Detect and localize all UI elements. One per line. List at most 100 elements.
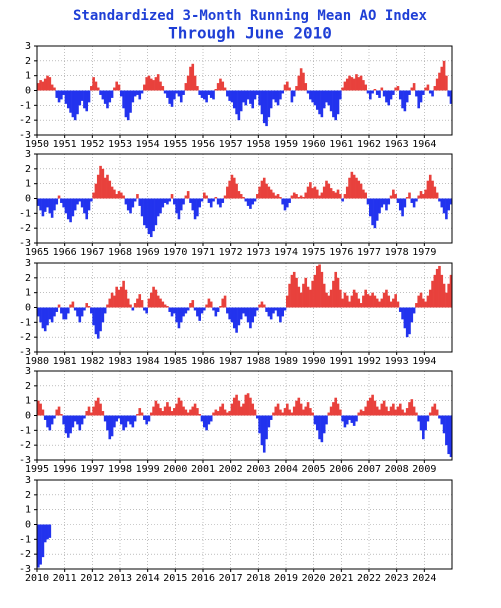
bar: [320, 90, 324, 118]
bar: [235, 307, 238, 333]
bar: [352, 174, 356, 199]
bar: [327, 90, 331, 106]
bar: [306, 402, 310, 416]
bar: [362, 80, 365, 91]
y-tick-label: -3: [19, 130, 31, 141]
bar: [189, 198, 192, 203]
bar: [258, 415, 261, 434]
bar: [230, 307, 234, 323]
bar: [154, 77, 158, 91]
bar: [48, 524, 52, 538]
bar: [431, 180, 434, 199]
bar: [207, 415, 211, 425]
bar: [46, 307, 49, 326]
bar: [76, 198, 79, 205]
bar: [440, 66, 444, 91]
bar: [64, 415, 68, 434]
bar: [196, 408, 199, 416]
bar: [313, 415, 317, 425]
bar: [283, 84, 287, 91]
bar: [362, 411, 365, 416]
bar: [184, 83, 188, 91]
bar: [389, 90, 393, 100]
bar: [357, 77, 361, 91]
x-tick-label: 1954: [136, 139, 160, 150]
bar: [205, 90, 208, 103]
bar: [274, 307, 278, 311]
bar: [265, 415, 268, 440]
bar: [200, 415, 204, 422]
y-tick-label: 1: [25, 396, 31, 407]
bar: [39, 524, 42, 565]
bar: [138, 90, 142, 100]
bar: [366, 400, 370, 416]
bar: [295, 400, 298, 416]
bar: [99, 165, 102, 199]
bar: [276, 307, 280, 317]
bar: [41, 409, 45, 416]
x-tick-label: 1977: [357, 247, 381, 258]
bar: [375, 198, 379, 221]
bar: [258, 90, 261, 106]
y-tick-label: 2: [25, 273, 31, 284]
bar: [325, 415, 328, 425]
bar: [55, 90, 59, 98]
bar: [343, 415, 347, 428]
bar: [106, 415, 109, 431]
bar: [193, 307, 197, 311]
bar: [126, 198, 130, 211]
bar: [129, 198, 132, 214]
x-tick-label: 1957: [219, 139, 243, 150]
bar: [184, 409, 188, 416]
bar: [168, 198, 172, 202]
bar: [159, 198, 162, 214]
bar: [408, 90, 411, 95]
bar: [64, 198, 68, 214]
bar: [447, 90, 450, 97]
bar: [295, 277, 298, 308]
bar: [417, 415, 421, 422]
bar: [57, 406, 61, 416]
y-tick-label: -3: [19, 455, 31, 466]
bar: [392, 90, 395, 95]
bar: [198, 90, 201, 95]
bar: [69, 90, 72, 113]
bar: [398, 198, 402, 211]
bar: [124, 415, 128, 428]
bar: [306, 186, 310, 199]
bar: [115, 194, 118, 199]
bar: [364, 289, 367, 308]
bar: [163, 90, 167, 94]
bar: [424, 301, 427, 308]
bar: [131, 307, 135, 311]
bar: [154, 198, 158, 226]
bar: [334, 192, 338, 199]
x-tick-label: 2011: [53, 573, 77, 584]
bar: [415, 303, 418, 308]
x-tick-label: 1971: [191, 247, 215, 258]
bar: [103, 415, 107, 422]
bar: [249, 90, 252, 104]
y-tick-label: 2: [25, 164, 31, 175]
bar: [43, 307, 47, 332]
bar: [170, 194, 174, 199]
bar: [246, 90, 250, 100]
y-tick-label: 1: [25, 71, 31, 82]
bar: [122, 195, 125, 199]
bar: [71, 301, 75, 308]
bar: [232, 90, 236, 109]
x-tick-label: 1955: [163, 139, 187, 150]
bar: [60, 414, 63, 416]
bar: [267, 415, 271, 428]
bar: [449, 90, 453, 104]
plot-frame: [36, 479, 453, 570]
bar: [369, 397, 372, 416]
bar: [405, 307, 409, 338]
bar: [90, 412, 93, 416]
bar: [228, 411, 231, 416]
bar: [235, 183, 238, 199]
bar: [435, 78, 439, 91]
bar: [147, 75, 151, 91]
bar: [41, 81, 45, 91]
bar: [403, 198, 407, 208]
